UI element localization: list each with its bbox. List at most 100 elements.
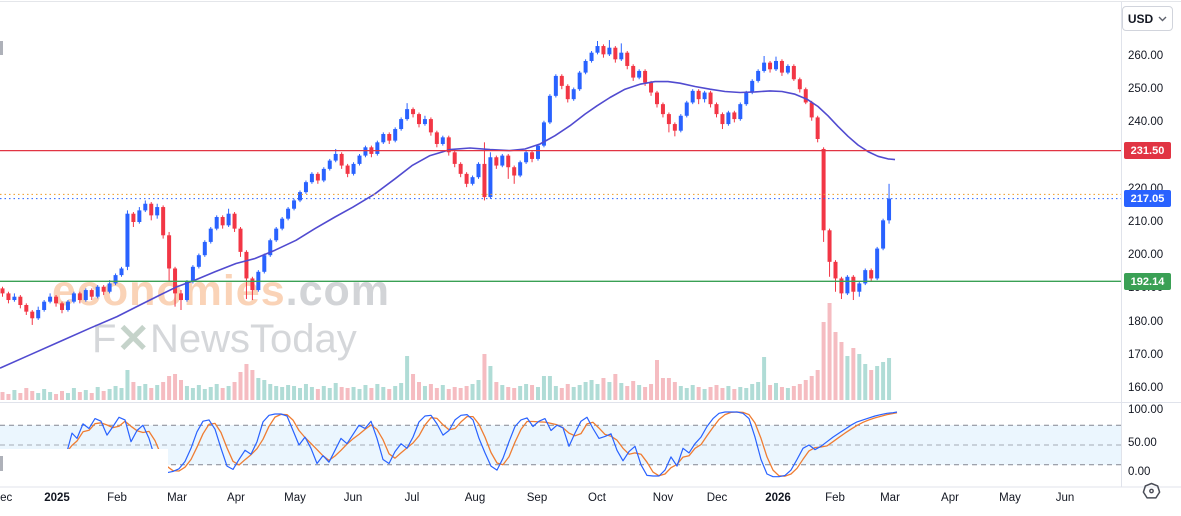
- volume-bar: [6, 394, 11, 400]
- volume-bar: [184, 386, 189, 400]
- candle-body: [785, 65, 790, 73]
- candle-body: [345, 165, 350, 174]
- volume-bar: [655, 360, 659, 400]
- volume-bar: [631, 381, 636, 400]
- volume-bar: [143, 384, 148, 400]
- volume-bar: [601, 378, 606, 400]
- volume-bar: [547, 376, 552, 400]
- volume-bar: [262, 380, 267, 400]
- candle-body: [488, 157, 493, 198]
- candle-body: [119, 268, 124, 276]
- candle-body: [470, 177, 475, 184]
- volume-bar: [48, 392, 53, 400]
- candle-body: [875, 248, 880, 279]
- volume-bar: [244, 364, 249, 400]
- candle-body: [839, 278, 844, 294]
- candle-body: [357, 155, 362, 164]
- candle-body: [363, 147, 368, 156]
- time-axis-label: Nov: [652, 492, 674, 504]
- volume-bar: [827, 303, 832, 400]
- candle-body: [446, 137, 451, 153]
- candle-body: [405, 109, 410, 120]
- volume-bar: [190, 388, 195, 400]
- volume-bar: [565, 384, 570, 400]
- candle-body: [797, 79, 802, 90]
- volume-bar: [649, 384, 654, 400]
- candle-body: [12, 296, 17, 301]
- volume-bar: [375, 384, 380, 400]
- candle-body: [161, 207, 166, 236]
- candle-body: [857, 283, 862, 292]
- time-axis-label: 2026: [765, 492, 791, 504]
- volume-bar: [274, 386, 279, 400]
- candle-body: [184, 281, 189, 301]
- volume-bar: [488, 366, 493, 400]
- volume-bar: [292, 386, 297, 400]
- candle-body: [113, 275, 118, 284]
- candle-body: [458, 163, 463, 174]
- brand-logo-icon[interactable]: [1142, 482, 1161, 501]
- candle-body: [655, 92, 659, 105]
- candle-body: [553, 75, 558, 96]
- volume-bar: [875, 366, 880, 400]
- volume-bar: [785, 388, 790, 400]
- candle-body: [143, 203, 148, 211]
- volume-bar: [363, 385, 368, 400]
- candle-body: [375, 142, 380, 154]
- volume-bar: [726, 386, 731, 400]
- currency-selector[interactable]: USD: [1122, 6, 1173, 31]
- candle-body: [274, 228, 279, 241]
- time-axis-label: Jun: [343, 492, 363, 504]
- volume-bar: [280, 387, 285, 400]
- volume-bar: [327, 388, 332, 400]
- candle-body: [262, 255, 267, 272]
- candle-body: [774, 60, 778, 70]
- volume-bar: [833, 332, 838, 400]
- time-axis-label: Dec: [0, 492, 13, 504]
- edge-artifact: [0, 456, 3, 471]
- volume-bar: [744, 388, 749, 400]
- volume-bar: [42, 389, 47, 400]
- candle-body: [708, 92, 713, 105]
- candle-body: [595, 46, 600, 53]
- candle-body: [0, 288, 5, 294]
- price-axis-label: 180.00: [1128, 316, 1164, 328]
- candle-body: [738, 104, 743, 120]
- candle-body: [851, 276, 856, 292]
- time-axis-label: Jun: [1055, 492, 1075, 504]
- candle-body: [179, 293, 183, 301]
- stochastic-k-line: [66, 411, 898, 478]
- volume-bar: [589, 380, 594, 400]
- candle-body: [601, 46, 606, 55]
- volume-bar: [464, 386, 469, 400]
- price-axis-label: 170.00: [1128, 349, 1164, 361]
- volume-bar: [131, 382, 136, 400]
- candle-body: [60, 303, 64, 310]
- candle-body: [559, 75, 564, 86]
- candle-body: [226, 213, 231, 226]
- candle-body: [637, 70, 642, 78]
- volume-bar: [774, 383, 778, 400]
- volume-bar: [12, 390, 17, 400]
- volume-bar: [803, 380, 808, 400]
- candle-body: [815, 117, 820, 139]
- candle-body: [422, 119, 427, 125]
- time-axis-label: Mar: [880, 492, 900, 504]
- candle-body: [583, 60, 588, 73]
- volume-bar: [619, 383, 624, 400]
- candle-body: [541, 122, 546, 146]
- volume-bar: [696, 387, 701, 400]
- volume-bar: [851, 348, 856, 400]
- candle-body: [399, 119, 404, 130]
- candle-body: [678, 115, 683, 131]
- volume-bar: [399, 383, 404, 400]
- candle-body: [530, 152, 535, 159]
- volume-bar: [518, 386, 523, 400]
- time-axis-label: Jul: [404, 492, 420, 504]
- candle-body: [518, 162, 523, 176]
- oscillator-axis-label: 0.00: [1128, 466, 1151, 478]
- candle-body: [744, 92, 749, 105]
- candle-body: [684, 102, 689, 116]
- candle-body: [125, 213, 130, 267]
